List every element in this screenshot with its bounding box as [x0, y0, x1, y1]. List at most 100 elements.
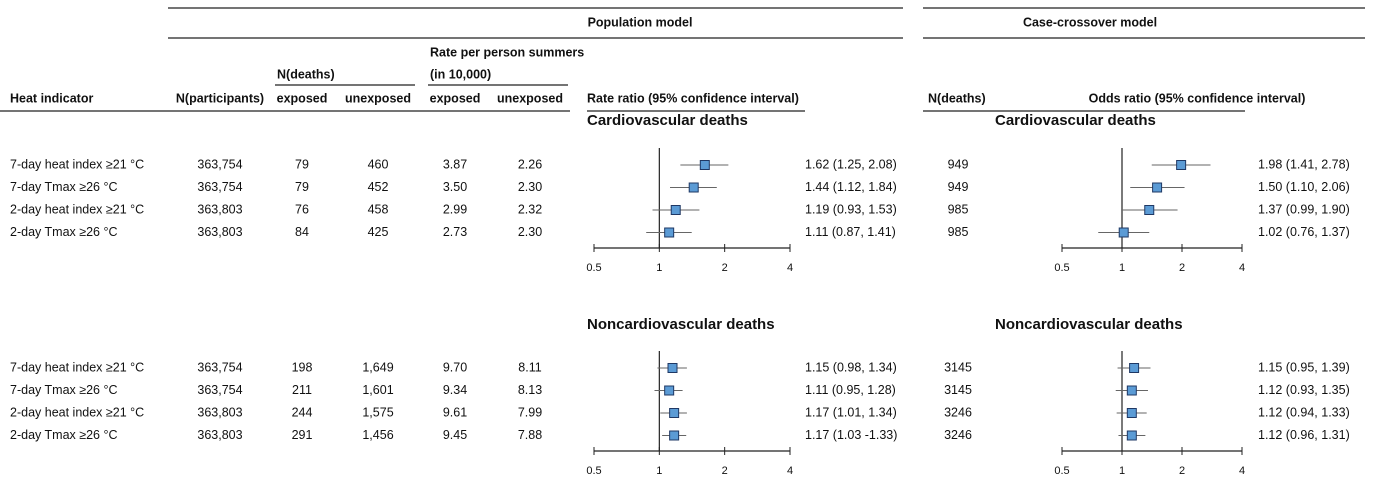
cell: 363,754: [197, 157, 242, 171]
estimate-marker: [669, 430, 680, 441]
cell: 949: [948, 180, 969, 194]
cell: 9.45: [443, 428, 467, 442]
x-tick-label: 0.5: [586, 262, 601, 274]
cell: 2.73: [443, 225, 467, 239]
estimate-label: 1.62 (1.25, 2.08): [805, 157, 897, 171]
cell: 363,754: [197, 360, 242, 374]
row-label: 2-day Tmax ≥26 °C: [10, 428, 118, 442]
estimate-marker: [664, 227, 675, 238]
column-header: exposed: [430, 91, 481, 105]
cell: 1,601: [362, 383, 393, 397]
estimate-marker: [699, 160, 710, 170]
x-tick-label: 4: [787, 262, 793, 274]
population-model-title: Population model: [588, 15, 693, 29]
cell: 9.61: [443, 405, 467, 419]
estimate-marker: [1176, 160, 1187, 170]
estimate-label: 1.98 (1.41, 2.78): [1258, 157, 1350, 171]
estimate-label: 1.11 (0.87, 1.41): [805, 225, 896, 239]
cell: 2.99: [443, 202, 467, 216]
cell: 7.99: [518, 405, 542, 419]
rate-header: Rate per person summers: [430, 45, 584, 59]
column-header: Heat indicator: [10, 91, 93, 105]
column-header: Odds ratio (95% confidence interval): [1089, 91, 1306, 105]
cell: 363,803: [197, 202, 242, 216]
x-tick-label: 0.5: [1054, 262, 1069, 274]
section-title: Noncardiovascular deaths: [587, 316, 775, 333]
cell: 363,803: [197, 225, 242, 239]
estimate-label: 1.37 (0.99, 1.90): [1258, 202, 1350, 216]
cell: 363,803: [197, 428, 242, 442]
estimate-label: 1.44 (1.12, 1.84): [805, 180, 897, 194]
cell: 3246: [944, 428, 972, 442]
estimate-marker: [1118, 227, 1129, 238]
section-title: Cardiovascular deaths: [995, 112, 1156, 129]
cell: 425: [368, 225, 389, 239]
column-header: unexposed: [497, 91, 563, 105]
cell: 1,456: [362, 428, 393, 442]
column-header: exposed: [277, 91, 328, 105]
column-header: unexposed: [345, 91, 411, 105]
cell: 3.87: [443, 157, 467, 171]
x-tick-label: 2: [722, 465, 728, 477]
cell: 1,575: [362, 405, 393, 419]
cell: 460: [368, 157, 389, 171]
x-tick-label: 4: [787, 465, 793, 477]
cell: 2.32: [518, 202, 542, 216]
cell: 9.70: [443, 360, 467, 374]
x-tick-label: 1: [656, 262, 662, 274]
cell: 458: [368, 202, 389, 216]
row-label: 7-day Tmax ≥26 °C: [10, 383, 118, 397]
estimate-marker: [667, 363, 678, 373]
cell: 84: [295, 225, 309, 239]
row-label: 7-day heat index ≥21 °C: [10, 360, 144, 374]
estimate-marker: [1126, 385, 1137, 396]
estimate-marker: [1152, 182, 1163, 193]
cell: 79: [295, 157, 309, 171]
cell: 3145: [944, 383, 972, 397]
x-tick-label: 0.5: [1054, 465, 1069, 477]
estimate-label: 1.19 (0.93, 1.53): [805, 202, 897, 216]
x-tick-label: 4: [1239, 465, 1245, 477]
estimate-label: 1.11 (0.95, 1.28): [805, 383, 896, 397]
cell: 7.88: [518, 428, 542, 442]
estimate-label: 1.15 (0.95, 1.39): [1258, 360, 1350, 374]
x-tick-label: 1: [1119, 262, 1125, 274]
row-label: 7-day heat index ≥21 °C: [10, 157, 144, 171]
cell: 1,649: [362, 360, 393, 374]
estimate-marker: [664, 385, 675, 396]
cell: 76: [295, 202, 309, 216]
x-tick-label: 0.5: [586, 465, 601, 477]
n-deaths-header: N(deaths): [277, 67, 335, 81]
estimate-marker: [1144, 205, 1155, 215]
row-label: 2-day heat index ≥21 °C: [10, 405, 144, 419]
rate-unit: (in 10,000): [430, 67, 491, 81]
cell: 363,803: [197, 405, 242, 419]
estimate-marker: [669, 408, 680, 418]
column-header: Rate ratio (95% confidence interval): [587, 91, 799, 105]
column-header: N(deaths): [928, 91, 986, 105]
estimate-marker: [1129, 363, 1140, 373]
cell: 79: [295, 180, 309, 194]
row-label: 7-day Tmax ≥26 °C: [10, 180, 118, 194]
cell: 198: [292, 360, 313, 374]
estimate-label: 1.17 (1.01, 1.34): [805, 405, 897, 419]
cell: 985: [948, 225, 969, 239]
cell: 8.13: [518, 383, 542, 397]
estimate-marker: [1126, 408, 1137, 418]
x-tick-label: 2: [1179, 262, 1185, 274]
estimate-label: 1.12 (0.96, 1.31): [1258, 428, 1350, 442]
cell: 363,754: [197, 180, 242, 194]
estimate-label: 1.50 (1.10, 2.06): [1258, 180, 1350, 194]
section-title: Cardiovascular deaths: [587, 112, 748, 129]
x-tick-label: 1: [656, 465, 662, 477]
cell: 985: [948, 202, 969, 216]
estimate-marker: [670, 205, 681, 215]
estimate-marker: [688, 182, 699, 193]
cell: 211: [292, 383, 312, 397]
cell: 8.11: [518, 360, 541, 374]
row-label: 2-day heat index ≥21 °C: [10, 202, 144, 216]
cell: 244: [292, 405, 313, 419]
column-header: N(participants): [176, 91, 264, 105]
cell: 3145: [944, 360, 972, 374]
cell: 291: [292, 428, 313, 442]
